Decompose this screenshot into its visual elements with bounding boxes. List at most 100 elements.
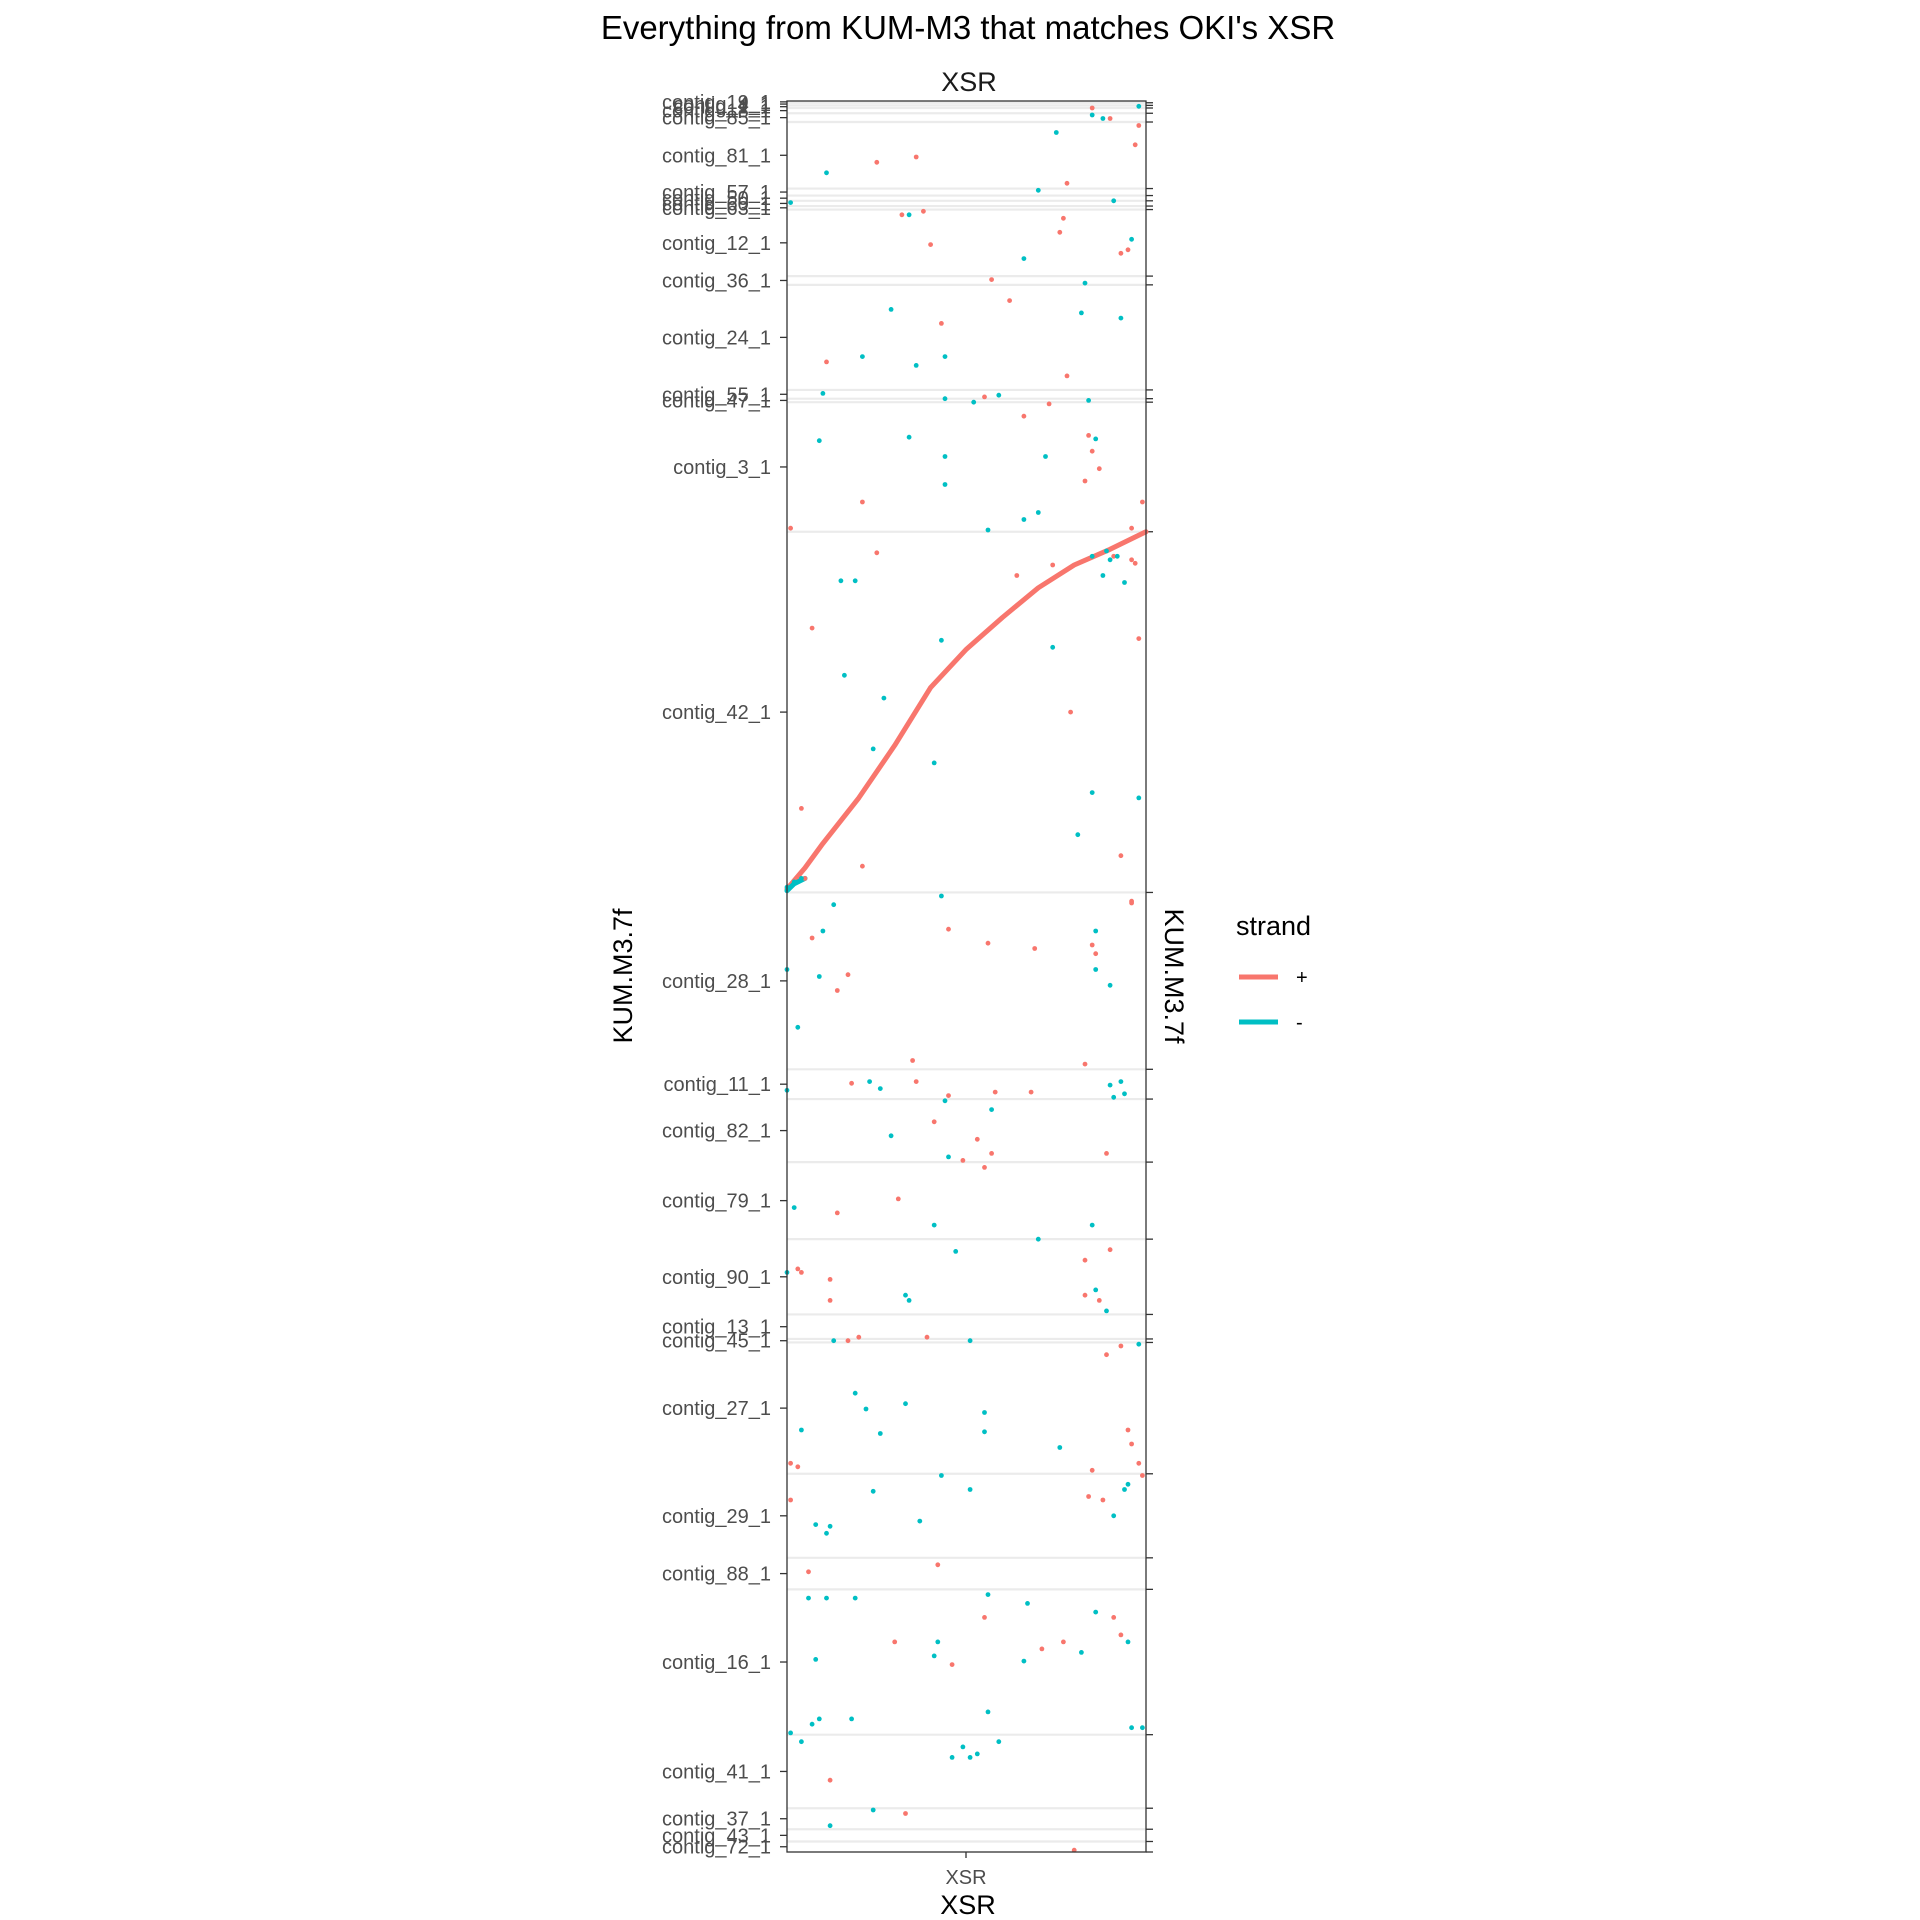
- plus-strand-point: [1028, 1089, 1034, 1095]
- y-tick-label: contig_90_1: [662, 1267, 771, 1289]
- plus-strand-alignment-line: [784, 529, 1149, 892]
- minus-strand-point: [1043, 454, 1048, 459]
- plus-strand-point: [1086, 1494, 1091, 1499]
- minus-strand-point: [1093, 1287, 1099, 1293]
- plus-strand-point: [799, 1270, 804, 1275]
- minus-strand-point: [1093, 967, 1099, 972]
- y-tick-label: contig_72_1: [662, 1837, 771, 1859]
- minus-strand-point: [888, 307, 894, 312]
- y-tick-label: contig_13_1: [662, 1317, 771, 1339]
- minus-strand-point: [813, 1657, 819, 1662]
- y-tick-label: contig_24_1: [662, 327, 771, 349]
- plus-strand-point: [931, 1119, 937, 1125]
- plus-strand-point: [1082, 478, 1088, 484]
- minus-strand-point: [1093, 436, 1099, 442]
- y-tick-label: contig_29_1: [662, 1506, 771, 1528]
- minus-strand-point: [939, 893, 944, 899]
- y-tick-label: contig_43_1: [662, 1825, 771, 1847]
- plus-strand-point: [1129, 557, 1134, 563]
- plus-strand-point: [924, 1334, 930, 1340]
- plus-strand-point: [1104, 1151, 1109, 1156]
- minus-strand-point: [917, 1518, 923, 1524]
- plus-strand-point: [827, 1777, 833, 1783]
- y-tick-label: contig_60_1: [662, 193, 771, 215]
- minus-strand-point: [946, 1154, 951, 1160]
- minus-strand-point: [1082, 280, 1088, 286]
- minus-strand-point: [1122, 1091, 1127, 1097]
- plus-strand-point: [1096, 1298, 1102, 1303]
- minus-strand-point: [996, 1739, 1002, 1745]
- minus-strand-point: [942, 396, 948, 402]
- y-tick-label: contig_4_1: [673, 94, 771, 116]
- minus-strand-point: [877, 1086, 883, 1091]
- y-tick-label: contig_41_1: [662, 1761, 771, 1783]
- plus-strand-point: [1118, 1343, 1124, 1349]
- minus-strand-point: [1100, 116, 1106, 121]
- minus-strand-point: [852, 1595, 858, 1601]
- y-tick-label: contig_45_1: [662, 1331, 771, 1353]
- plus-strand-point: [1086, 433, 1091, 438]
- minus-strand-point: [1035, 1236, 1041, 1242]
- chart-title: Everything from KUM-M3 that matches OKI'…: [601, 9, 1335, 46]
- minus-strand-point: [1053, 130, 1059, 135]
- minus-strand-point: [996, 392, 1002, 398]
- plus-strand-point: [809, 625, 815, 631]
- y-tick-label: contig_88_1: [662, 1564, 771, 1586]
- minus-strand-point: [985, 527, 991, 533]
- plus-strand-point: [824, 359, 829, 365]
- y-tick-label: contig_16_1: [662, 1652, 771, 1674]
- minus-strand-point: [906, 212, 912, 218]
- minus-strand-point: [1136, 795, 1142, 801]
- y-axis-label-right: KUM.M3.7f: [1159, 908, 1189, 1044]
- minus-strand-point: [791, 879, 797, 885]
- plus-strand-point: [921, 208, 926, 214]
- minus-strand-point: [931, 1222, 937, 1228]
- minus-strand-point: [1035, 510, 1041, 515]
- plus-strand-point: [1064, 373, 1070, 379]
- minus-strand-point: [1111, 1513, 1117, 1519]
- plus-strand-point: [1021, 413, 1027, 419]
- plus-strand-point: [992, 1089, 998, 1095]
- minus-strand-point: [967, 1487, 973, 1492]
- minus-strand-point: [939, 1473, 944, 1478]
- plus-strand-point: [989, 277, 994, 282]
- minus-strand-point: [827, 1523, 833, 1529]
- plus-strand-point: [913, 154, 919, 160]
- plus-strand-point: [1068, 709, 1073, 715]
- y-tick-label: contig_79_1: [662, 1191, 771, 1213]
- plus-strand-point: [1089, 942, 1095, 948]
- y-tick-label: contig_1_1: [673, 97, 771, 119]
- y-tick-label: contig_50_1: [662, 188, 771, 210]
- y-tick-label: contig_19_1: [662, 92, 771, 114]
- plus-strand-point: [827, 1298, 833, 1303]
- minus-strand-point: [1122, 580, 1127, 585]
- minus-strand-point: [799, 1427, 804, 1433]
- minus-strand-point: [931, 760, 937, 766]
- plus-strand-point: [1089, 448, 1095, 454]
- plus-strand-point: [1057, 229, 1063, 235]
- minus-strand-point: [1089, 790, 1095, 795]
- plus-strand-point: [1050, 562, 1056, 568]
- minus-strand-point: [1104, 1308, 1109, 1314]
- plus-strand-point: [985, 940, 991, 946]
- minus-strand-point: [974, 1751, 980, 1757]
- plus-strand-point: [899, 212, 905, 218]
- plus-strand-point: [1107, 1247, 1113, 1253]
- minus-strand-point: [831, 902, 837, 908]
- minus-strand-point: [903, 1401, 908, 1407]
- minus-strand-point: [1025, 1601, 1030, 1606]
- y-tick-label: contig_81_1: [662, 145, 771, 167]
- plus-strand-point: [892, 1639, 898, 1645]
- plus-strand-point: [802, 876, 808, 881]
- plus-strand-point: [788, 1460, 793, 1466]
- plus-strand-point: [982, 1165, 987, 1170]
- minus-strand-point: [1107, 1082, 1113, 1088]
- plus-strand-point: [939, 321, 944, 326]
- minus-strand-point: [788, 200, 793, 206]
- minus-strand-point: [1021, 1658, 1027, 1664]
- y-tick-label: contig_27_1: [662, 1398, 771, 1420]
- minus-strand-point: [1136, 1341, 1142, 1347]
- minus-strand-point: [824, 1530, 829, 1536]
- minus-strand-point: [852, 578, 858, 584]
